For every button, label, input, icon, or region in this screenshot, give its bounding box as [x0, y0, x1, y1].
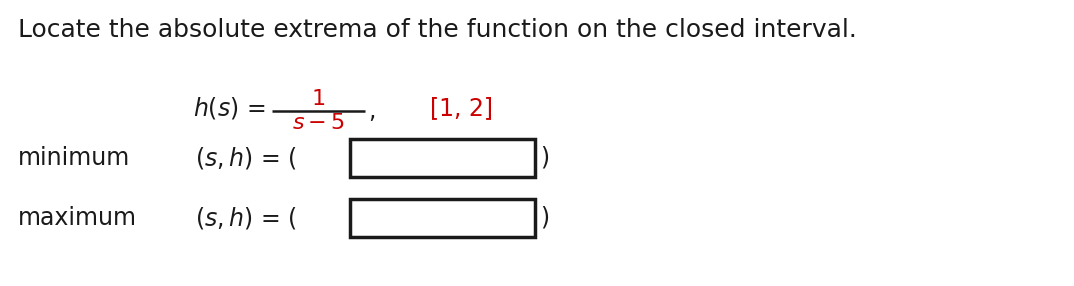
Text: $h(s)$ =: $h(s)$ =: [192, 95, 265, 121]
Text: ,: ,: [368, 99, 376, 123]
Text: [1, 2]: [1, 2]: [430, 96, 493, 120]
Text: ): ): [540, 146, 549, 170]
Bar: [350, 139, 535, 177]
Bar: [350, 199, 535, 237]
Text: $(s, h)$ = (: $(s, h)$ = (: [195, 145, 296, 171]
Text: $(s, h)$ = (: $(s, h)$ = (: [195, 205, 296, 231]
Text: ): ): [540, 206, 549, 230]
Text: maximum: maximum: [18, 206, 137, 230]
Text: Locate the absolute extrema of the function on the closed interval.: Locate the absolute extrema of the funct…: [18, 18, 857, 42]
Text: minimum: minimum: [18, 146, 130, 170]
Text: 1: 1: [311, 89, 325, 109]
Text: $s-5$: $s-5$: [292, 113, 345, 133]
